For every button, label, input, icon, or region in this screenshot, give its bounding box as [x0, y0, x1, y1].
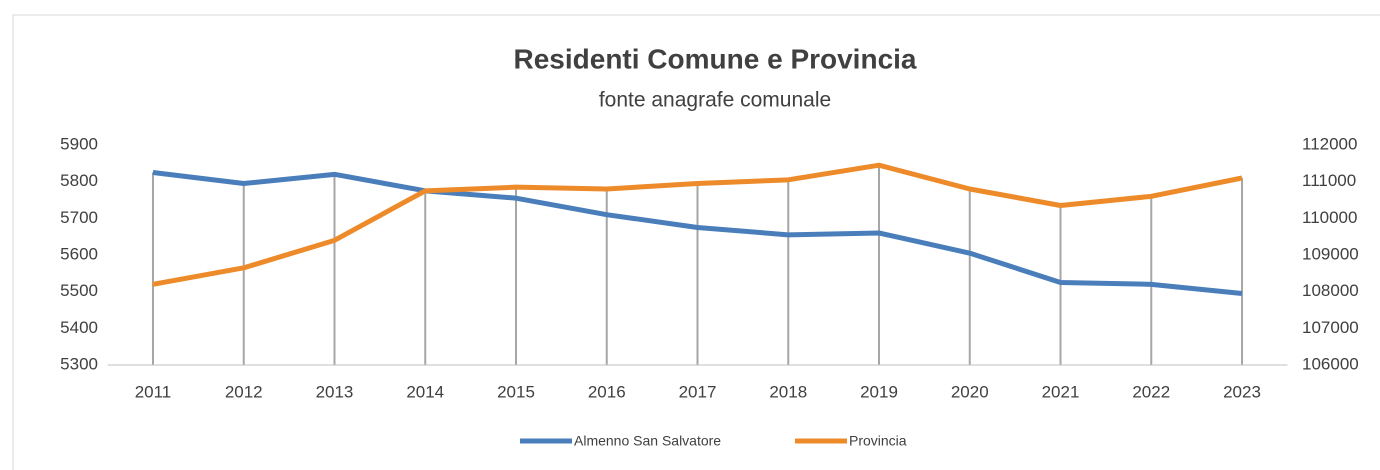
y2-tick-label: 112000	[1302, 134, 1357, 153]
y-tick-label: 5900	[60, 134, 98, 153]
chart-subtitle: fonte anagrafe comunale	[599, 89, 831, 112]
chart-title: Residenti Comune e Provincia	[514, 43, 917, 74]
y-tick-label: 5800	[60, 171, 98, 190]
x-tick-label: 2017	[679, 382, 717, 401]
y2-tick-label: 110000	[1302, 208, 1357, 227]
y2-tick-label: 107000	[1302, 318, 1359, 337]
y-tick-label: 5600	[60, 244, 98, 263]
x-tick-label: 2016	[588, 382, 626, 401]
legend-label: Almenno San Salvatore	[574, 433, 721, 449]
y-tick-label: 5300	[60, 354, 98, 373]
y-tick-label: 5700	[60, 208, 98, 227]
x-tick-label: 2022	[1132, 382, 1170, 401]
y2-tick-label: 111000	[1302, 171, 1356, 190]
x-tick-label: 2013	[316, 382, 354, 401]
x-tick-label: 2023	[1223, 382, 1261, 401]
x-tick-label: 2012	[225, 382, 263, 401]
x-tick-label: 2019	[860, 382, 898, 401]
x-tick-label: 2021	[1042, 382, 1080, 401]
y2-tick-label: 109000	[1302, 244, 1359, 263]
x-tick-label: 2011	[135, 382, 172, 401]
x-tick-label: 2014	[406, 382, 444, 401]
series-line	[152, 162, 1243, 287]
x-tick-label: 2020	[951, 382, 989, 401]
legend-label: Provincia	[849, 433, 907, 449]
y-tick-label: 5500	[60, 281, 98, 300]
y-tick-label: 5400	[60, 318, 98, 337]
y2-tick-label: 106000	[1302, 354, 1359, 373]
x-tick-label: 2018	[769, 382, 807, 401]
x-tick-label: 2015	[497, 382, 535, 401]
y2-tick-label: 108000	[1302, 281, 1359, 300]
series-line	[152, 170, 1243, 296]
